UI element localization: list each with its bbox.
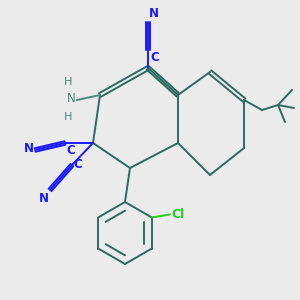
Text: N: N bbox=[24, 142, 34, 155]
Text: C: C bbox=[150, 51, 159, 64]
Text: N: N bbox=[39, 192, 49, 205]
Text: N: N bbox=[149, 7, 159, 20]
Text: C: C bbox=[73, 158, 82, 170]
Text: Cl: Cl bbox=[172, 208, 185, 221]
Text: N: N bbox=[67, 92, 76, 106]
Text: H: H bbox=[64, 112, 72, 122]
Text: H: H bbox=[64, 77, 72, 87]
Text: C: C bbox=[66, 144, 75, 157]
